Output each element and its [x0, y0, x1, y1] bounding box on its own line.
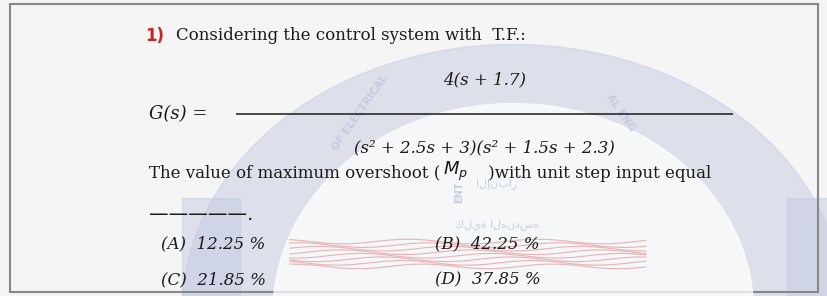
Text: —————.: —————. [149, 205, 253, 224]
Polygon shape [182, 44, 827, 296]
Text: 1): 1) [145, 27, 164, 45]
Text: (s² + 2.5s + 3)(s² + 1.5s + 2.3): (s² + 2.5s + 3)(s² + 1.5s + 2.3) [353, 139, 614, 157]
Text: AL ENG: AL ENG [604, 92, 637, 133]
Polygon shape [182, 198, 240, 296]
Text: الإنبار: الإنبار [476, 178, 517, 189]
Text: 4(s + 1.7): 4(s + 1.7) [442, 71, 525, 89]
Text: (D)  37.85 %: (D) 37.85 % [434, 271, 540, 288]
Text: )with unit step input equal: )with unit step input equal [482, 165, 710, 182]
Text: G(s) =: G(s) = [149, 105, 208, 123]
Text: (C)  21.85 %: (C) 21.85 % [161, 271, 266, 288]
Text: The value of maximum overshoot (: The value of maximum overshoot ( [149, 165, 445, 182]
Polygon shape [273, 104, 753, 296]
Text: ENT: ENT [454, 182, 464, 203]
Text: (B)  42.25 %: (B) 42.25 % [434, 236, 538, 253]
Text: كلية الهندسة: كلية الهندسة [454, 219, 538, 231]
Text: Considering the control system with  T.F.:: Considering the control system with T.F.… [176, 27, 526, 44]
Text: OF ELECTRICAL: OF ELECTRICAL [330, 73, 390, 152]
Text: $\mathit{M}_p$: $\mathit{M}_p$ [442, 160, 467, 183]
Text: (A)  12.25 %: (A) 12.25 % [161, 236, 265, 253]
Polygon shape [786, 198, 827, 296]
